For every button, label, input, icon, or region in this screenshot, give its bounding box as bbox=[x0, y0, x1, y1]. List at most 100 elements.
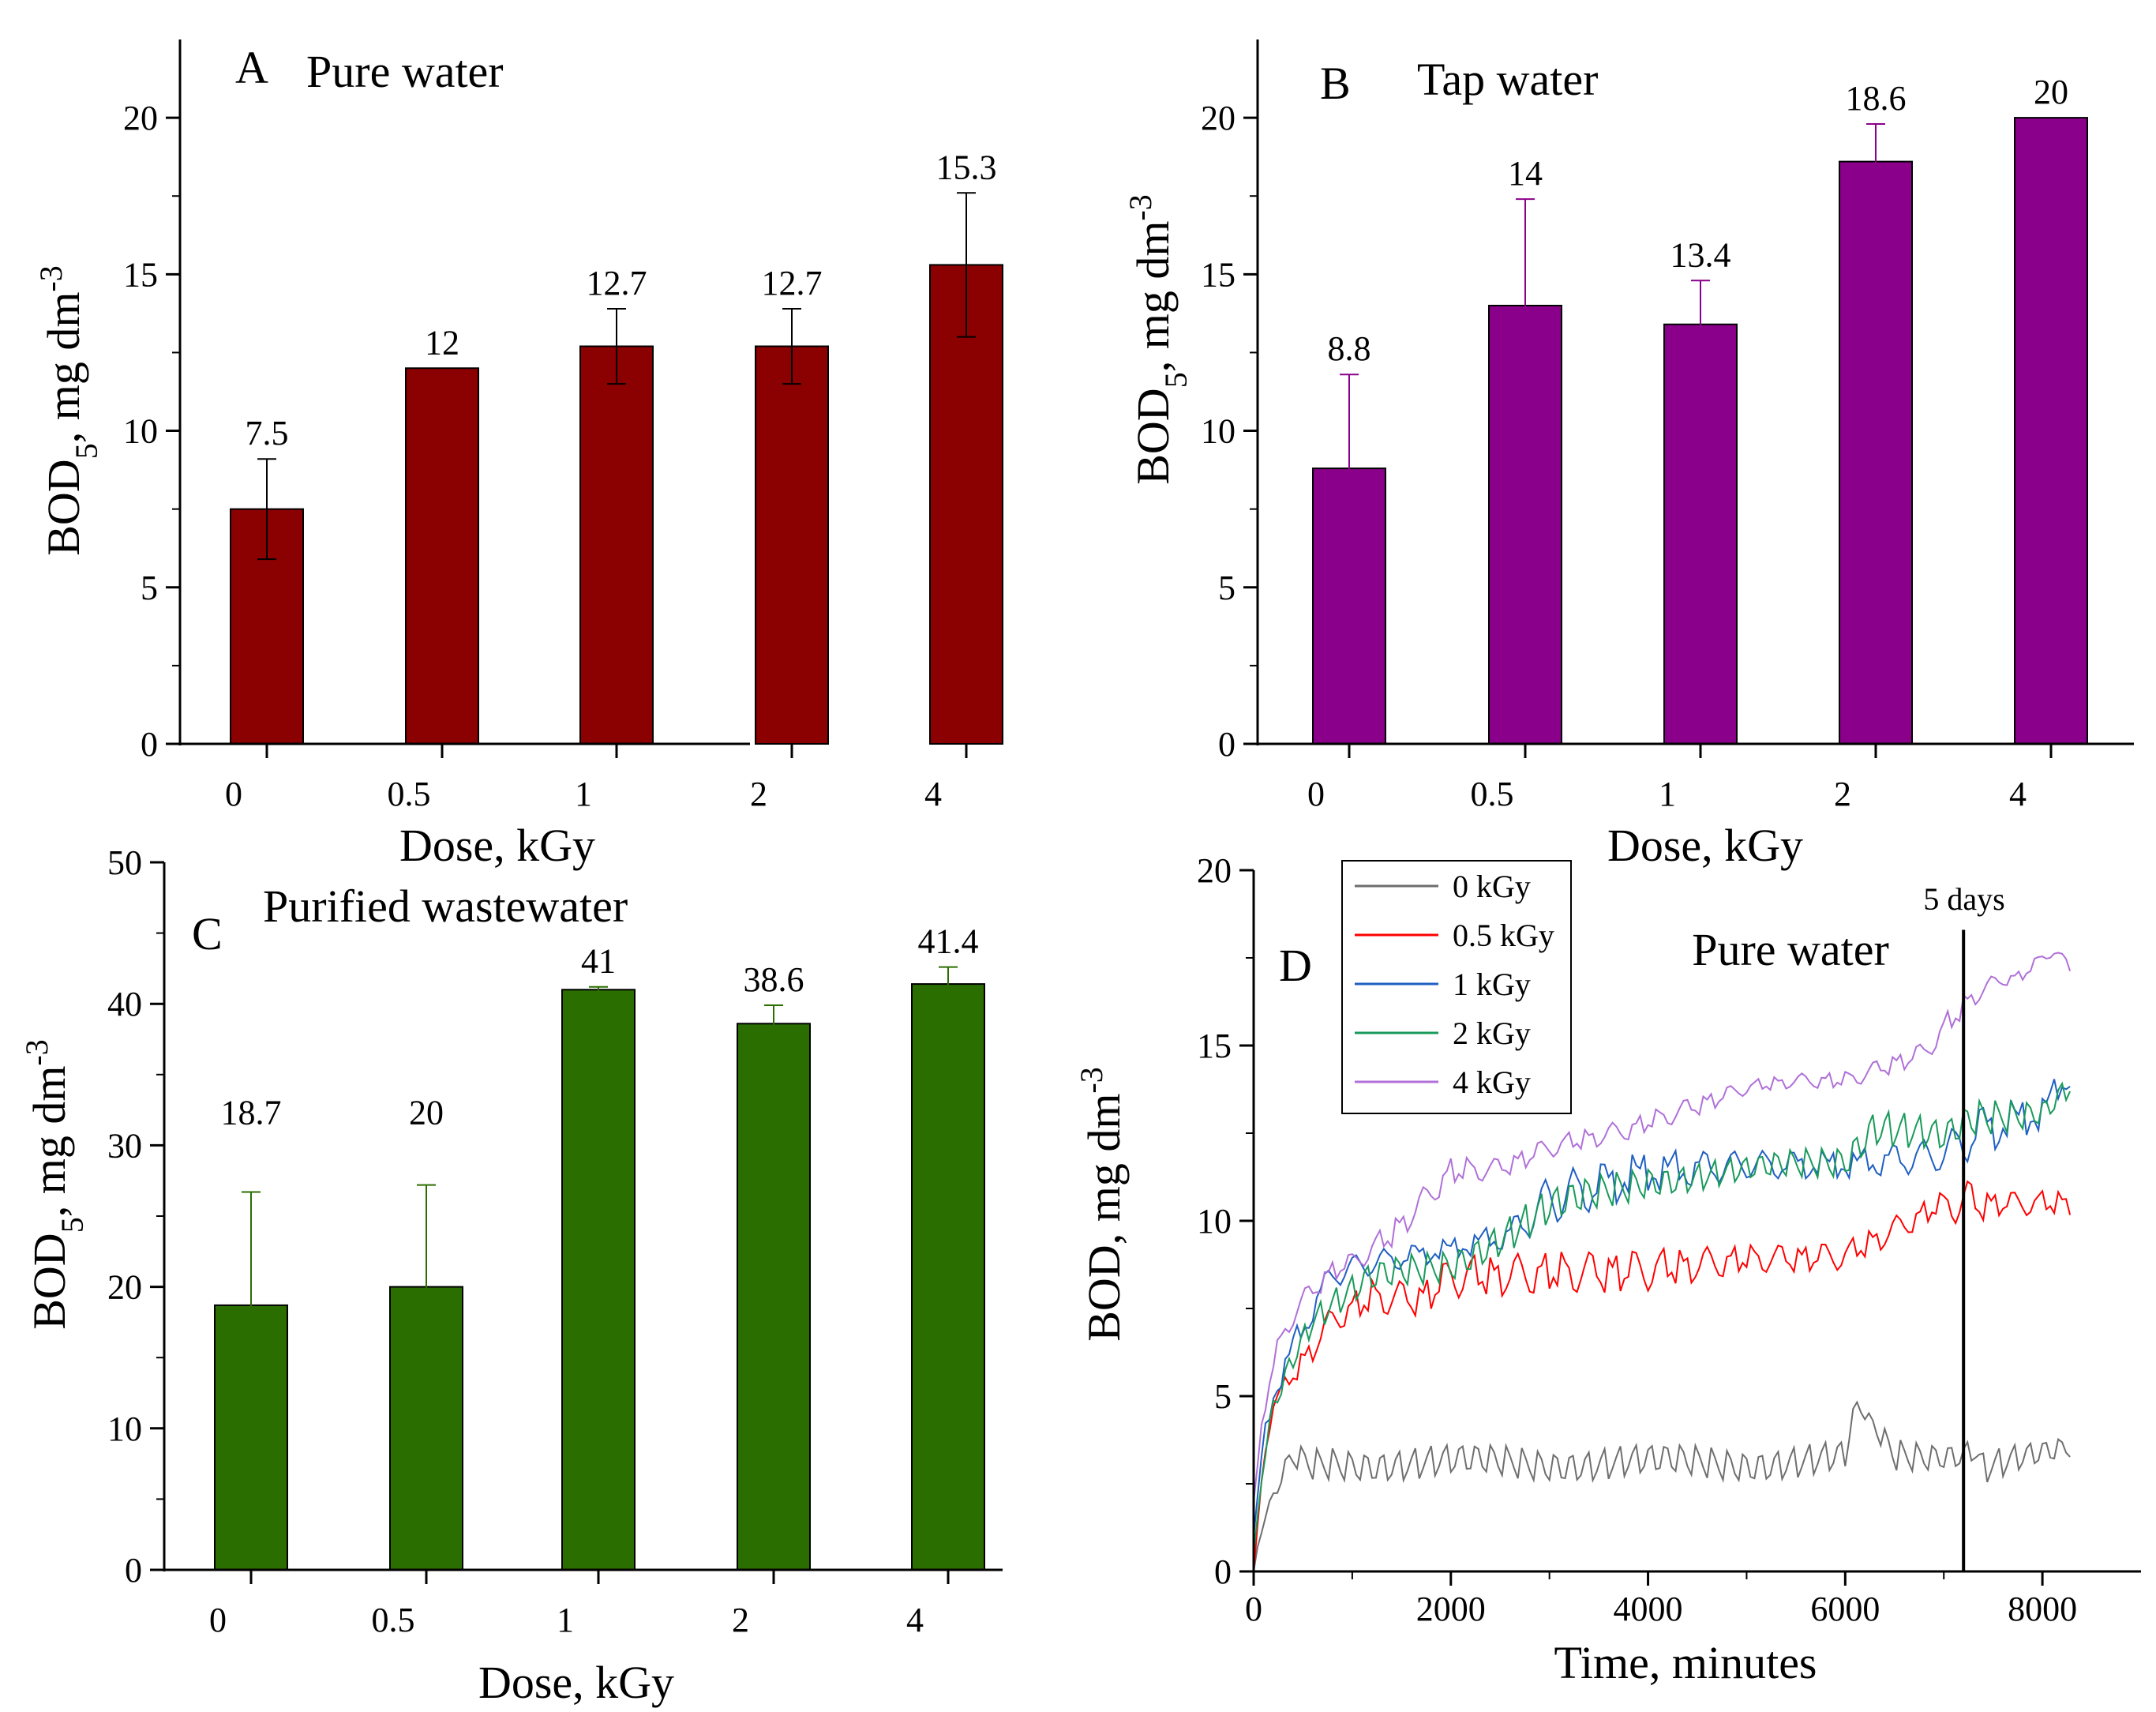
panel-c-bar-value-label: 38.6 bbox=[744, 960, 804, 999]
panel-d-legend-label: 4 kGy bbox=[1453, 1064, 1531, 1100]
panel-c-y-tick-label: 50 bbox=[107, 843, 142, 882]
panel-b-bar bbox=[1839, 160, 1913, 745]
panel-c-bar bbox=[911, 983, 985, 1571]
panel-d-x-tick-label: 6000 bbox=[1810, 1590, 1880, 1628]
panel-a-y-tick-label: 10 bbox=[123, 412, 158, 451]
panel-b-bar-value-label: 8.8 bbox=[1328, 329, 1371, 368]
panel-a-y-tick-label: 15 bbox=[123, 255, 158, 294]
panel-d-x-tick-label: 8000 bbox=[2008, 1590, 2077, 1628]
panel-d-legend-label: 1 kGy bbox=[1453, 967, 1531, 1002]
panel-a-axes bbox=[178, 39, 750, 745]
panel-a-x-tick-label: 0 bbox=[225, 775, 242, 813]
panel-d-five-day-label: 5 days bbox=[1923, 881, 2004, 917]
panel-c-ticks: 0 10 20 30 40 50 0 0.5 1 2 4 bbox=[107, 843, 950, 1639]
panel-b-y-tick-label: 0 bbox=[1218, 725, 1235, 764]
panel-d-ylabel: BOD, mg dm-3 bbox=[1074, 1067, 1130, 1342]
panel-d-series-lines bbox=[1253, 952, 2072, 1572]
panel-b-x-tick-label: 1 bbox=[1659, 775, 1676, 813]
panel-c-error-bars bbox=[242, 966, 958, 1419]
panel-b-bar-value-label: 14 bbox=[1508, 154, 1543, 193]
panel-a-bar-value-label: 12 bbox=[425, 323, 459, 362]
panel-d-legend-label: 2 kGy bbox=[1453, 1016, 1531, 1051]
panel-a-bar bbox=[755, 345, 829, 745]
panel-c-bar bbox=[737, 1023, 811, 1571]
panel-c-bar-value-label: 41 bbox=[581, 942, 616, 981]
panel-a-bar bbox=[929, 264, 1003, 745]
panel-a-bar-value-label: 15.3 bbox=[936, 148, 997, 186]
panel-d-legend-label: 0 kGy bbox=[1453, 869, 1531, 904]
panel-c-title: Purified wastewater bbox=[263, 880, 628, 932]
panel-a-title: Pure water bbox=[306, 46, 504, 97]
panel-d-xlabel: Time, minutes bbox=[1554, 1637, 1817, 1688]
panel-d-y-tick-label: 0 bbox=[1214, 1552, 1232, 1591]
panel-d-y-tick-label: 15 bbox=[1197, 1027, 1232, 1065]
panel-d-series-line bbox=[1253, 1180, 2072, 1572]
panel-b-bar bbox=[1663, 323, 1738, 745]
panel-b-chart: 0 5 10 15 20 0 0.5 1 2 4 8.8 14 13.4 18.6 20 B Tap wa… bbox=[1123, 39, 2134, 871]
panel-d-legend-items: 0 kGy 0.5 kGy 1 kGy 2 kGy 4 kGy bbox=[1355, 869, 1554, 1100]
panel-b-bars bbox=[1312, 117, 2088, 745]
panel-d-legend-box bbox=[1341, 860, 1572, 1114]
panel-c-ylabel: BOD5, mg dm-3 bbox=[19, 1039, 90, 1330]
panel-c-x-tick-label: 1 bbox=[557, 1601, 574, 1639]
panel-c-y-tick-label: 0 bbox=[125, 1551, 142, 1590]
panel-b-xlabel: Dose, kGy bbox=[1607, 820, 1803, 871]
panel-a-x-tick-label: 0.5 bbox=[388, 775, 431, 813]
panel-c-bar-value-label: 41.4 bbox=[918, 922, 979, 961]
panel-c-bar-value-label: 20 bbox=[409, 1094, 444, 1132]
panel-c-x-tick-label: 4 bbox=[906, 1601, 924, 1639]
panel-a-bar-value-label: 12.7 bbox=[762, 264, 823, 302]
panel-c-bar-labels: 18.7 20 41 38.6 41.4 bbox=[221, 922, 979, 1132]
panel-a-x-tick-label: 2 bbox=[750, 775, 767, 813]
panel-b-bar-value-label: 18.6 bbox=[1846, 79, 1907, 118]
panel-b-error-bars bbox=[1340, 123, 1885, 563]
panel-b-x-tick-label: 0.5 bbox=[1471, 775, 1514, 813]
panel-d-x-tick-label: 0 bbox=[1245, 1590, 1262, 1628]
panel-a-bar-value-label: 12.7 bbox=[587, 264, 647, 302]
panel-d-y-tick-label: 5 bbox=[1214, 1377, 1232, 1416]
panel-c-xlabel: Dose, kGy bbox=[478, 1657, 674, 1708]
panel-b-ticks: 0 5 10 15 20 0 0.5 1 2 4 bbox=[1201, 99, 2053, 813]
panel-a-y-tick-label: 20 bbox=[123, 99, 158, 137]
panel-d-y-tick-label: 20 bbox=[1197, 851, 1232, 890]
panel-d-x-tick-label: 4000 bbox=[1614, 1590, 1683, 1628]
panel-d-x-tick-label: 2000 bbox=[1416, 1590, 1486, 1628]
panel-a-letter: A bbox=[235, 42, 268, 93]
panel-b-bar-value-label: 13.4 bbox=[1670, 235, 1731, 274]
panel-a-ylabel: BOD5, mg dm-3 bbox=[33, 265, 104, 556]
panel-c-letter: C bbox=[192, 908, 223, 959]
panel-d-series-line bbox=[1253, 1400, 2071, 1572]
panel-b-bar-value-label: 20 bbox=[2034, 73, 2068, 111]
panel-a-bar bbox=[579, 345, 654, 745]
panel-c-bar bbox=[561, 989, 636, 1571]
panel-a-y-tick-label: 0 bbox=[141, 725, 158, 764]
panel-b-y-tick-label: 5 bbox=[1218, 569, 1235, 607]
panel-b-x-tick-label: 2 bbox=[1834, 775, 1851, 813]
panel-c-x-tick-label: 2 bbox=[732, 1601, 749, 1639]
panel-b-ylabel: BOD5, mg dm-3 bbox=[1123, 194, 1194, 485]
panel-b-x-tick-label: 4 bbox=[2009, 775, 2027, 813]
panel-b-letter: B bbox=[1320, 58, 1351, 109]
panel-d-series-line bbox=[1253, 1079, 2071, 1537]
panel-b-bar-labels: 8.8 14 13.4 18.6 20 bbox=[1328, 73, 2069, 368]
panel-c-chart: 0 10 20 30 40 50 0 0.5 1 2 4 18.7 20 41 38.6 41.4 C Pu… bbox=[19, 843, 1003, 1708]
panel-b-axes bbox=[1256, 39, 2134, 745]
panel-c-bar-value-label: 18.7 bbox=[221, 1094, 282, 1132]
panel-d-legend-label: 0.5 kGy bbox=[1453, 918, 1554, 953]
panel-b-y-tick-label: 20 bbox=[1201, 99, 1235, 137]
panel-a-error-bars bbox=[257, 192, 976, 561]
panel-a-x-tick-label: 1 bbox=[575, 775, 592, 813]
panel-b-y-tick-label: 10 bbox=[1201, 412, 1235, 451]
panel-d-series-line bbox=[1253, 952, 2072, 1502]
panel-c-x-tick-label: 0 bbox=[209, 1601, 227, 1639]
panel-d-letter: D bbox=[1279, 940, 1312, 991]
panel-d-legend: 0 kGy 0.5 kGy 1 kGy 2 kGy 4 kGy bbox=[1341, 860, 1572, 1114]
panel-c-y-tick-label: 30 bbox=[107, 1126, 142, 1165]
panel-d-title: Pure water bbox=[1692, 924, 1889, 975]
panel-c-x-tick-label: 0.5 bbox=[372, 1601, 415, 1639]
panel-b-bar bbox=[2014, 117, 2088, 745]
panel-a-y-tick-label: 5 bbox=[141, 569, 158, 607]
